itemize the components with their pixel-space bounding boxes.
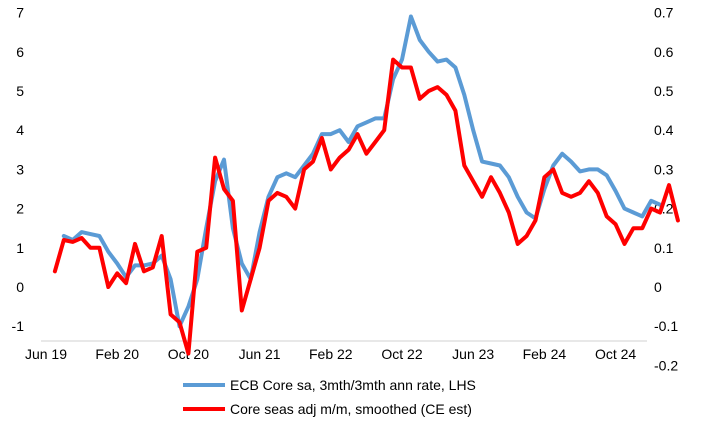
left-y-tick-label: 2 [16, 201, 24, 217]
right-y-tick-label: 0.1 [654, 240, 674, 256]
left-y-tick-label: 3 [16, 161, 24, 177]
legend-label: Core seas adj m/m, smoothed (CE est) [230, 401, 472, 417]
x-tick-label: Feb 24 [523, 346, 567, 362]
x-tick-label: Feb 20 [95, 346, 139, 362]
right-y-tick-label: 0.6 [654, 44, 674, 60]
legend: ECB Core sa, 3mth/3mth ann rate, LHS Core… [183, 377, 476, 417]
axes: -101234567-0.2-0.100.10.20.30.40.50.60.7… [12, 5, 679, 374]
series-line-ecb-core [61, 14, 663, 329]
right-y-tick-label: -0.1 [654, 318, 678, 334]
right-y-tick-label: 0.7 [654, 5, 674, 21]
x-tick-label: Jun 21 [239, 346, 281, 362]
right-y-tick-label: 0.3 [654, 161, 674, 177]
x-tick-label: Oct 22 [381, 346, 422, 362]
left-y-tick-label: -1 [12, 318, 25, 334]
left-y-tick-label: 4 [16, 122, 24, 138]
x-tick-label: Feb 22 [309, 346, 353, 362]
left-y-tick-label: 1 [16, 240, 24, 256]
right-y-tick-label: 0 [654, 279, 662, 295]
left-y-tick-label: 6 [16, 44, 24, 60]
series-lines [52, 14, 680, 356]
left-y-tick-label: 0 [16, 279, 24, 295]
x-tick-label: Jun 23 [452, 346, 494, 362]
x-tick-label: Jun 19 [25, 346, 67, 362]
left-y-tick-label: 7 [16, 5, 24, 21]
x-tick-label: Oct 24 [595, 346, 636, 362]
right-y-tick-label: -0.2 [654, 357, 678, 373]
series-line-core-seas-adj [52, 57, 680, 356]
right-y-tick-label: 0.4 [654, 122, 674, 138]
legend-label: ECB Core sa, 3mth/3mth ann rate, LHS [230, 377, 476, 393]
left-y-tick-label: 5 [16, 83, 24, 99]
right-y-tick-label: 0.5 [654, 83, 674, 99]
